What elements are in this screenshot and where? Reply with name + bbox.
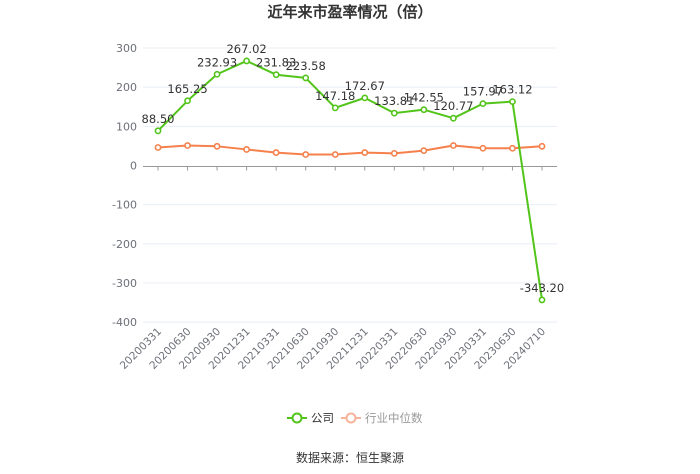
legend-item-company[interactable]: 公司 xyxy=(287,411,334,425)
data-point[interactable] xyxy=(272,71,280,79)
data-point[interactable] xyxy=(420,106,428,114)
y-tick-label: 200 xyxy=(116,81,137,94)
data-label: 231.83 xyxy=(256,56,296,70)
data-point[interactable] xyxy=(243,146,251,153)
data-label: 88.50 xyxy=(142,112,175,126)
y-tick-label: -400 xyxy=(112,316,137,329)
data-label: 172.67 xyxy=(345,79,385,93)
y-tick-label: -100 xyxy=(112,199,137,212)
data-point[interactable] xyxy=(302,74,310,82)
y-tick-label: -200 xyxy=(112,238,137,251)
data-point[interactable] xyxy=(420,147,428,155)
data-point[interactable] xyxy=(390,149,398,157)
y-tick-label: 300 xyxy=(116,42,137,55)
data-point[interactable] xyxy=(361,94,369,102)
company-line xyxy=(157,59,543,301)
y-tick-label: 100 xyxy=(116,120,137,133)
data-point[interactable] xyxy=(331,151,339,158)
data-label: 267.02 xyxy=(226,42,266,56)
data-label: -343.20 xyxy=(520,281,564,295)
data-point[interactable] xyxy=(331,104,339,112)
x-axis: 2020033120200630202009302020123120210331… xyxy=(118,166,557,372)
industry-median-line xyxy=(157,144,543,156)
data-point[interactable] xyxy=(390,109,398,117)
legend-item-industry[interactable]: 行业中位数 xyxy=(341,411,423,425)
data-label: 223.58 xyxy=(286,59,326,73)
data-label: 142.55 xyxy=(404,91,444,105)
data-point[interactable] xyxy=(509,144,516,152)
data-label: 120.77 xyxy=(433,99,473,113)
legend-industry-label: 行业中位数 xyxy=(365,411,423,425)
data-point[interactable] xyxy=(449,142,457,149)
data-label: 232.93 xyxy=(197,55,237,69)
data-point[interactable] xyxy=(184,97,191,105)
data-point[interactable] xyxy=(538,296,546,304)
data-point[interactable] xyxy=(243,57,251,65)
data-point[interactable] xyxy=(184,142,191,149)
data-label: 133.81 xyxy=(374,94,414,108)
y-tick-label: -300 xyxy=(112,277,137,290)
data-point[interactable] xyxy=(154,144,162,151)
y-axis: 300 200 100 0 -100 -200 -300 -400 xyxy=(112,42,137,329)
data-label: 163.12 xyxy=(492,83,532,97)
data-point[interactable] xyxy=(479,144,487,152)
data-point[interactable] xyxy=(213,70,221,78)
data-label: 157.97 xyxy=(463,85,503,99)
data-label: 147.18 xyxy=(315,89,355,103)
data-point[interactable] xyxy=(479,100,487,108)
chart-title: 近年来市盈率情况（倍） xyxy=(267,3,432,21)
data-point[interactable] xyxy=(302,151,310,158)
grid-lines xyxy=(143,47,557,323)
data-point[interactable] xyxy=(154,127,162,135)
data-source: 数据来源：恒生聚源 xyxy=(296,450,404,465)
series-lines xyxy=(154,57,546,304)
legend-company-circle-icon xyxy=(291,412,303,424)
legend-industry-circle-icon xyxy=(345,412,357,424)
legend-company-label: 公司 xyxy=(311,411,334,425)
legend: 公司 行业中位数 xyxy=(287,411,423,425)
data-point[interactable] xyxy=(272,149,280,156)
data-label: 165.25 xyxy=(167,82,207,96)
data-point[interactable] xyxy=(361,149,369,156)
data-point[interactable] xyxy=(538,142,546,150)
data-point[interactable] xyxy=(509,98,516,106)
data-point[interactable] xyxy=(213,142,221,150)
y-tick-label: 0 xyxy=(130,160,137,173)
data-point[interactable] xyxy=(449,114,457,122)
